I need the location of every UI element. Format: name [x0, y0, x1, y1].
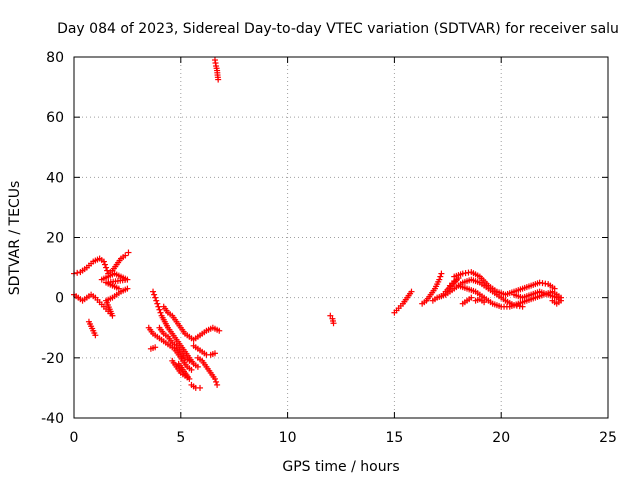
- data-point: [186, 357, 193, 364]
- data-point: [122, 252, 129, 259]
- y-axis-label: SDTVAR / TECUs: [7, 181, 23, 296]
- data-point: [327, 312, 334, 319]
- data-point: [436, 276, 443, 283]
- x-tick-label: 15: [385, 430, 403, 446]
- data-point: [468, 294, 475, 301]
- points-layer: [71, 57, 565, 391]
- data-point: [188, 366, 195, 373]
- data-point: [101, 261, 108, 268]
- data-point: [211, 350, 218, 357]
- y-tick-label: 60: [46, 110, 64, 126]
- grid-layer: [74, 57, 608, 418]
- x-axis-label: GPS time / hours: [282, 459, 399, 475]
- plot-frame: [73, 56, 609, 419]
- data-point: [216, 327, 223, 334]
- data-point: [125, 249, 132, 256]
- data-point: [211, 375, 218, 382]
- data-point: [152, 294, 159, 301]
- y-tick-label: 0: [55, 291, 64, 307]
- data-point: [197, 384, 204, 391]
- data-point: [408, 288, 415, 295]
- y-tick-label: 80: [46, 50, 64, 66]
- x-tick-label: 0: [70, 430, 79, 446]
- data-point: [92, 332, 99, 339]
- y-tick-label: 20: [46, 231, 64, 247]
- data-point: [481, 299, 488, 306]
- data-point: [438, 270, 445, 277]
- data-point: [104, 267, 111, 274]
- data-point: [175, 360, 182, 367]
- data-point: [151, 291, 158, 298]
- data-point: [103, 264, 110, 271]
- data-point: [100, 258, 107, 265]
- data-point: [150, 288, 157, 295]
- data-point: [215, 76, 222, 83]
- data-point: [194, 363, 201, 370]
- data-point: [124, 285, 131, 292]
- data-point: [214, 381, 221, 388]
- data-point: [156, 306, 163, 313]
- data-point: [437, 273, 444, 280]
- data-point: [438, 293, 445, 300]
- y-tick-label: -20: [41, 351, 64, 367]
- data-point: [213, 378, 220, 385]
- data-point: [74, 269, 81, 276]
- y-tick-label: 40: [46, 170, 64, 186]
- data-point: [157, 309, 164, 316]
- x-tick-label: 5: [176, 430, 185, 446]
- chart-title: Day 084 of 2023, Sidereal Day-to-day VTE…: [57, 21, 619, 37]
- data-point: [154, 300, 161, 307]
- x-tick-label: 10: [279, 430, 297, 446]
- data-point: [155, 303, 162, 310]
- x-tick-label: 20: [492, 430, 510, 446]
- data-point: [153, 297, 160, 304]
- x-tick-label: 25: [599, 430, 617, 446]
- data-point: [330, 320, 337, 327]
- y-tick-label: -40: [41, 411, 64, 427]
- data-point: [549, 297, 556, 304]
- tick-layer: 0 5 10 15 20 25 -40 -20 0 20 40 60 80: [41, 50, 617, 446]
- data-point: [152, 344, 159, 351]
